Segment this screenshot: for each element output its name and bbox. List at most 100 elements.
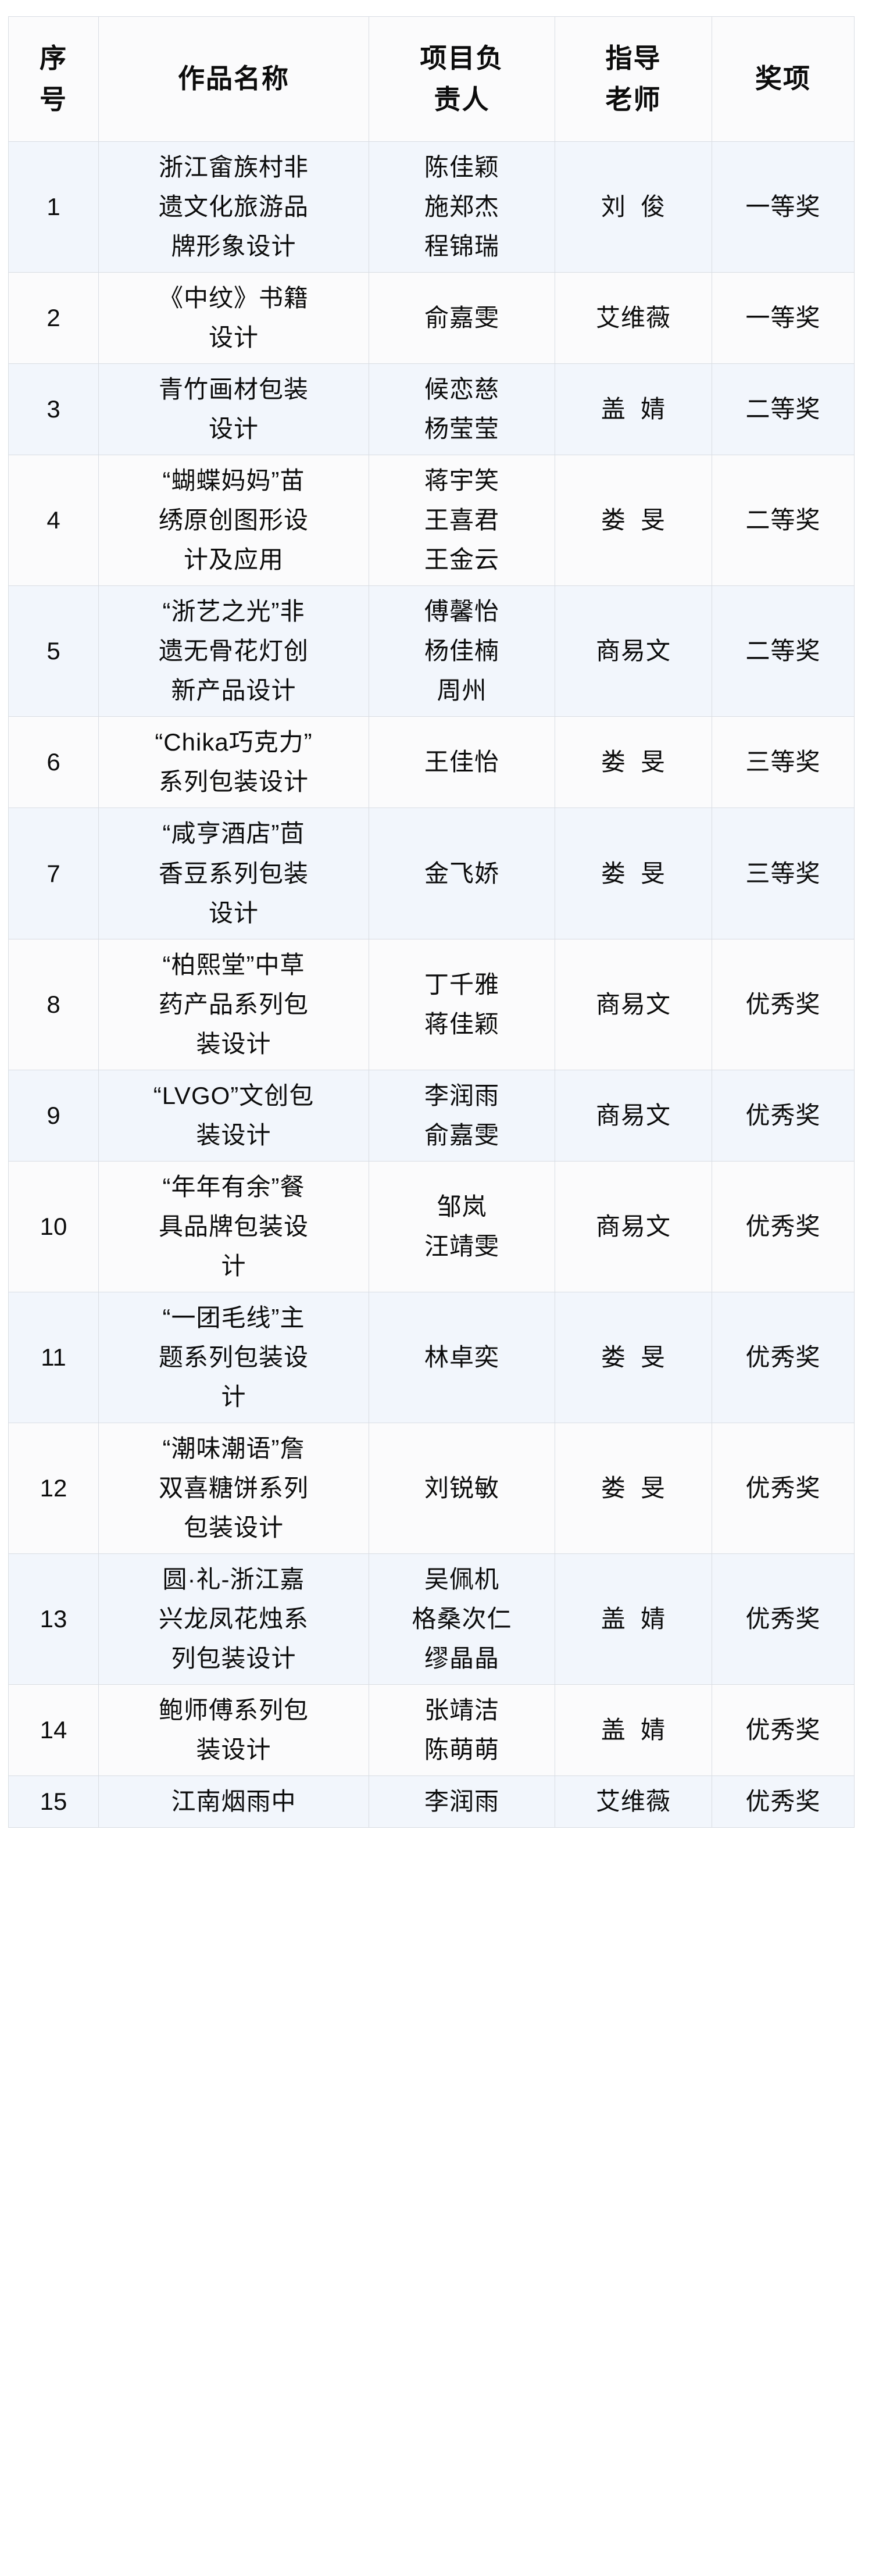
cell-line: 浙江畲族村非 [158,153,309,181]
cell-line: 设计 [208,899,259,927]
cell-serial-number: 12 [8,1422,99,1555]
cell-line: 江南烟雨中 [171,1788,296,1816]
column-header-no: 序号 [8,16,99,142]
cell-line: 香豆系列包装 [158,859,309,887]
cell-line: 周州 [437,677,487,705]
cell-serial-number: 8 [8,938,99,1070]
cell-advisor: 娄 旻 [555,1422,712,1555]
table-row: 7 “咸亨酒店”茴 香豆系列包装 设计 金飞娇娄 旻三等奖 [8,808,855,939]
cell-work-name: 浙江畲族村非 遗文化旅游品 牌形象设计 [98,141,369,273]
cell-line: “蝴蝶妈妈”苗 [162,467,305,495]
table-row: 8 “柏熙堂”中草 药产品系列包 装设计 丁千雅 蒋佳颖 商易文 优秀奖 [8,938,855,1070]
cell-line: 二等奖 [745,506,821,534]
table-row: 9 “LVGO”文创包 装设计 李润雨俞嘉雯 商易文 优秀奖 [8,1069,855,1162]
cell-line: 绣原创图形设 [158,506,309,534]
cell-line: 《中纹》书籍 [158,284,309,312]
table-row: 13 圆·礼-浙江嘉 兴龙凤花烛系 列包装设计 吴佩机 格桑次仁 缪晶晶盖 婧优秀奖 [8,1553,855,1685]
sheet-bottom-edge [0,1828,872,1837]
cell-line: 艾维薇 [595,304,671,332]
cell-line: 俞嘉雯 [424,1121,499,1149]
cell-award: 二等奖 [712,363,855,456]
cell-line: “年年有余”餐 [162,1173,305,1201]
cell-line: 缪晶晶 [424,1645,499,1673]
column-header-line: 指导 [605,42,662,73]
cell-line: 装设计 [196,1030,271,1057]
cell-line: 计及应用 [183,546,284,574]
cell-serial-number: 11 [8,1291,99,1423]
cell-serial-number: 1 [8,141,99,273]
cell-line: 张靖洁 [424,1696,499,1724]
cell-line: 新产品设计 [171,677,296,705]
cell-project-leader: 林卓奕 [369,1291,555,1423]
cell-line: 二等奖 [745,395,821,423]
cell-project-leader: 张靖洁 陈萌萌 [369,1684,555,1777]
award-list-sheet: 序号 作品名称 项目负 责人 指导 老师 奖项 1 浙江畲族村非 遗文化旅游品 牌形象设计… [0,8,872,1837]
cell-line: “浙艺之光”非 [162,598,305,626]
cell-project-leader: 李润雨 [369,1775,555,1828]
cell-line: “LVGO”文创包 [153,1081,315,1109]
cell-line: 包装设计 [183,1513,284,1541]
cell-line: 装设计 [196,1121,271,1149]
cell-line: “潮味潮语”詹 [162,1434,305,1462]
cell-line: 商易文 [595,1101,671,1129]
cell-project-leader: 邹岚 汪靖雯 [369,1160,555,1292]
cell-line: 优秀奖 [745,1788,821,1816]
column-header-advisor: 指导 老师 [555,16,712,142]
cell-line: 药产品系列包 [158,990,309,1018]
cell-line: 设计 [208,415,259,443]
cell-line: 汪靖雯 [424,1232,499,1260]
cell-advisor: 盖 婧 [555,363,712,456]
cell-line: 蒋佳颖 [424,1010,499,1038]
column-header-line: 号 [40,84,67,115]
cell-award: 优秀奖 [712,1684,855,1777]
cell-line: 优秀奖 [745,1716,821,1744]
sheet-top-edge [0,8,872,16]
table-body: 1 浙江畲族村非 遗文化旅游品 牌形象设计 陈佳颖 施郑杰 程锦瑞刘 俊一等奖 2 《中纹》书籍… [8,141,855,1828]
cell-project-leader: 蒋宇笑 王喜君 王金云 [369,455,555,587]
cell-line: 圆·礼-浙江嘉 [162,1566,305,1593]
cell-work-name: “浙艺之光”非 遗无骨花灯创 新产品设计 [98,585,369,717]
cell-line: 盖 婧 [601,395,666,423]
cell-work-name: 江南烟雨中 [98,1775,369,1828]
cell-award: 优秀奖 [712,1553,855,1685]
cell-serial-number: 4 [8,455,99,587]
cell-line: 王佳怡 [424,748,499,776]
cell-serial-number: 14 [8,1684,99,1777]
column-header-line: 责人 [434,84,490,115]
cell-line: 商易文 [595,1212,671,1240]
table-row: 4 “蝴蝶妈妈”苗 绣原创图形设 计及应用 蒋宇笑 王喜君 王金云娄 旻 二等奖 [8,455,855,587]
cell-line: 优秀奖 [745,1605,821,1633]
table-row: 1 浙江畲族村非 遗文化旅游品 牌形象设计 陈佳颖 施郑杰 程锦瑞刘 俊一等奖 [8,141,855,273]
cell-line: 杨佳楠 [424,637,499,665]
cell-line: 遗无骨花灯创 [158,637,309,665]
cell-line: 优秀奖 [745,1101,821,1129]
cell-work-name: “Chika巧克力” 系列包装设计 [98,716,369,809]
column-header-project-leader: 项目负 责人 [369,16,555,142]
column-header-line: 项目负 [420,42,504,73]
cell-serial-number: 10 [8,1160,99,1292]
cell-line: 计 [221,1382,246,1410]
cell-line: 青竹画材包装 [158,376,309,403]
award-results-table: 序号 作品名称 项目负 责人 指导 老师 奖项 1 浙江畲族村非 遗文化旅游品 牌形象设计… [8,16,855,1828]
cell-advisor: 艾维薇 [555,272,712,365]
table-row: 10 “年年有余”餐 具品牌包装设计邹岚 汪靖雯 商易文 优秀奖 [8,1160,855,1292]
cell-serial-number: 2 [8,272,99,365]
cell-project-leader: 丁千雅 蒋佳颖 [369,938,555,1070]
cell-line: 刘 俊 [601,193,666,221]
cell-advisor: 娄 旻 [555,455,712,587]
cell-serial-number: 9 [8,1069,99,1162]
cell-award: 二等奖 [712,455,855,587]
cell-serial-number: 13 [8,1553,99,1685]
cell-work-name: 鲍师傅系列包 装设计 [98,1684,369,1777]
cell-line: 李润雨 [424,1081,499,1109]
cell-project-leader: 俞嘉雯 [369,272,555,365]
cell-award: 一等奖 [712,272,855,365]
cell-advisor: 娄 旻 [555,808,712,939]
cell-line: 林卓奕 [424,1343,499,1371]
table-row: 15 江南烟雨中 李润雨 艾维薇 优秀奖 [8,1775,855,1828]
cell-award: 优秀奖 [712,1069,855,1162]
column-header-line: 序 [40,42,67,73]
cell-line: 具品牌包装设 [158,1212,309,1240]
cell-line: 杨莹莹 [424,415,499,443]
cell-work-name: “年年有余”餐 具品牌包装设计 [98,1160,369,1292]
